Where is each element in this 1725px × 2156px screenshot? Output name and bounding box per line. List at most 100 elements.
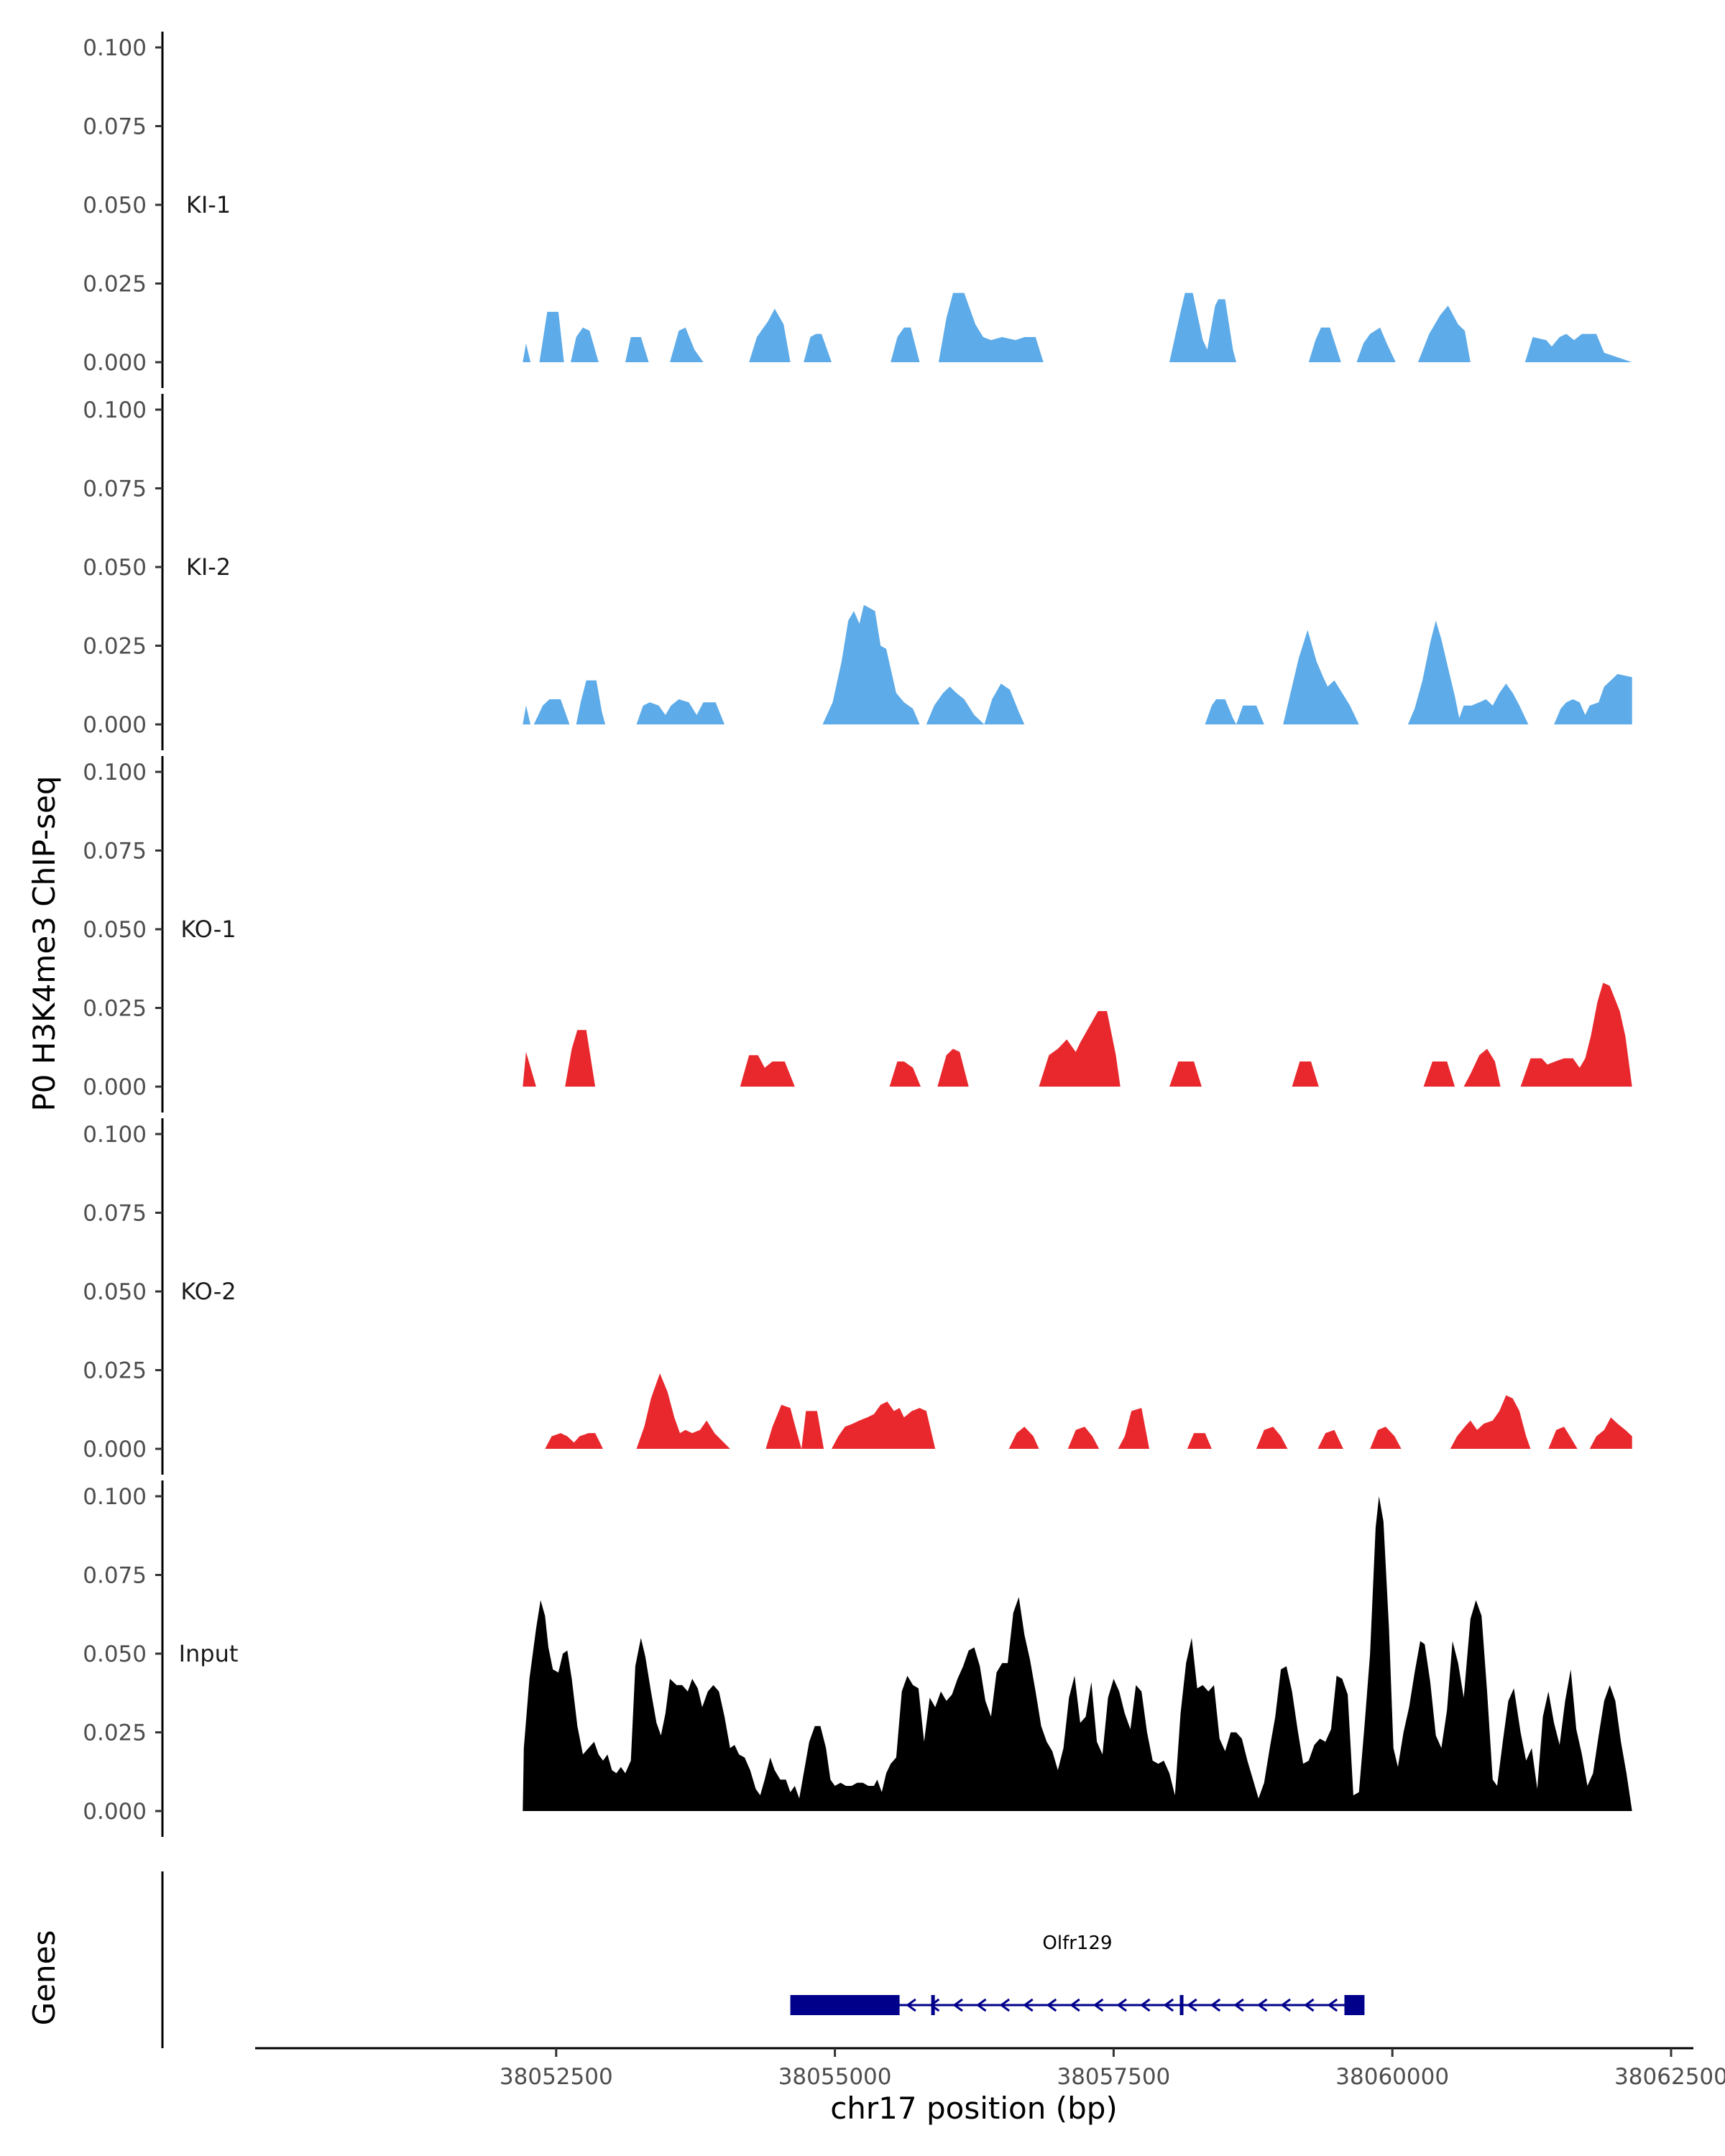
signal-peak	[1308, 327, 1341, 362]
y-tick-label: 0.100	[83, 1484, 147, 1510]
signal-peak	[523, 1051, 536, 1087]
track-label-input: Input	[179, 1640, 239, 1667]
x-axis-title: chr17 position (bp)	[830, 2091, 1118, 2126]
signal-peak	[1169, 292, 1236, 362]
signal-peak	[1039, 1010, 1121, 1087]
signal-peak	[1317, 1429, 1343, 1449]
strand-arrow	[1280, 1998, 1291, 2012]
x-tick-label: 38052500	[500, 2064, 613, 2090]
signal-peak	[523, 1496, 1632, 1811]
strand-arrow	[1070, 1998, 1080, 2012]
signal-peak	[889, 1061, 921, 1087]
track-label-ko-1: KO-1	[180, 916, 236, 943]
signal-peak	[625, 337, 649, 362]
y-tick-label: 0.100	[83, 35, 147, 61]
signal-peak	[926, 686, 985, 724]
track-ko-2: 0.000 0.025 0.050 0.075 0.100 KO-2	[83, 1118, 1632, 1475]
signal-peak	[801, 1411, 824, 1449]
y-tick-label: 0.000	[83, 1074, 147, 1100]
signal-peak	[749, 308, 791, 362]
y-tick-label: 0.100	[83, 760, 147, 786]
track-label-ki-2: KI-2	[186, 553, 231, 581]
track-ki-1: 0.000 0.025 0.050 0.075 0.100 KI-1	[83, 32, 1632, 388]
y-tick-label: 0.075	[83, 1201, 147, 1227]
signal-peak	[1008, 1427, 1039, 1449]
signal-peak	[1169, 1061, 1202, 1087]
signal-peak	[1554, 673, 1632, 724]
strand-arrow	[999, 1998, 1011, 2012]
strand-arrow	[952, 1998, 963, 2012]
y-tick-label: 0.000	[83, 1437, 147, 1462]
signal-peak	[523, 343, 531, 362]
gene-panel: Olfr129	[161, 1871, 1365, 2048]
y-tick-label: 0.025	[83, 1720, 147, 1746]
gene-name-label: Olfr129	[1042, 1932, 1112, 1954]
gene-exon	[1344, 1995, 1365, 2015]
signal-peak	[822, 604, 920, 724]
signal-peak	[1417, 305, 1471, 362]
signal-peak	[565, 1030, 596, 1087]
signal-peak	[636, 699, 724, 724]
track-ki-2: 0.000 0.025 0.050 0.075 0.100 KI-2	[83, 394, 1632, 750]
strand-arrow	[1187, 1998, 1197, 2012]
y-tick-label: 0.000	[83, 350, 147, 376]
strand-arrow	[1140, 1998, 1151, 2012]
signal-peak	[1450, 1395, 1531, 1449]
signal-peak	[571, 327, 599, 362]
y-tick-label: 0.050	[83, 555, 147, 581]
strand-arrow	[1256, 1998, 1268, 2012]
signal-peak	[539, 311, 564, 362]
signal-peak	[636, 1373, 730, 1449]
y-axis-title: P0 H3K4me3 ChIP-seq	[27, 775, 62, 1111]
signal-peak	[804, 333, 832, 362]
signal-peak	[545, 1433, 603, 1449]
signal-peak	[1423, 1061, 1455, 1087]
y-tick-label: 0.100	[83, 397, 147, 423]
signal-peak	[670, 327, 704, 362]
tracks-layer: 0.0000.0250.0500.0750.100KI-10.0000.0250…	[83, 32, 1632, 1837]
signal-peak	[1589, 1417, 1632, 1449]
x-axis: 38052500 38055000 38057500 38060000 38062500	[255, 2047, 1725, 2090]
signal-peak	[1463, 1049, 1501, 1087]
signal-peak	[891, 327, 920, 362]
signal-peak	[1370, 1427, 1402, 1449]
x-tick-label: 38057500	[1057, 2064, 1170, 2090]
y-tick-label: 0.075	[83, 1563, 147, 1589]
signal-peak	[1356, 327, 1396, 362]
y-tick-label: 0.075	[83, 476, 147, 502]
signal-peak	[1524, 333, 1632, 362]
strand-arrow	[906, 1998, 916, 2012]
y-tick-label: 0.100	[83, 1122, 147, 1148]
strand-arrow	[1163, 1998, 1174, 2012]
signal-peak	[1236, 705, 1264, 724]
track-label-ki-1: KI-1	[186, 191, 231, 218]
signal-peak	[533, 699, 570, 724]
signal-peak	[1548, 1427, 1578, 1449]
strand-arrow	[1023, 1998, 1034, 2012]
y-tick-label: 0.050	[83, 193, 147, 218]
signal-peak	[1520, 982, 1632, 1087]
genes-axis-title: Genes	[27, 1930, 62, 2026]
signal-peak	[1067, 1427, 1100, 1449]
y-tick-label: 0.050	[83, 917, 147, 943]
strand-arrow	[1116, 1998, 1127, 2012]
y-tick-label: 0.025	[83, 1358, 147, 1384]
track-input: 0.000 0.025 0.050 0.075 0.100 Input	[83, 1480, 1632, 1837]
gene-exon	[790, 1995, 900, 2015]
track-ko-1: 0.000 0.025 0.050 0.075 0.100 KO-1	[83, 756, 1632, 1112]
strand-arrow	[1046, 1998, 1057, 2012]
signal-peak	[1187, 1433, 1212, 1449]
strand-arrow	[1233, 1998, 1244, 2012]
signal-peak	[576, 680, 606, 724]
y-tick-label: 0.000	[83, 1799, 147, 1825]
strand-arrow	[929, 1998, 940, 2012]
signal-peak	[765, 1404, 802, 1449]
signal-peak	[832, 1401, 936, 1449]
signal-peak	[1292, 1061, 1319, 1087]
y-tick-label: 0.025	[83, 634, 147, 660]
x-tick-label: 38062500	[1614, 2064, 1725, 2090]
signal-peak	[938, 292, 1044, 362]
y-tick-label: 0.000	[83, 712, 147, 738]
y-tick-label: 0.050	[83, 1279, 147, 1305]
